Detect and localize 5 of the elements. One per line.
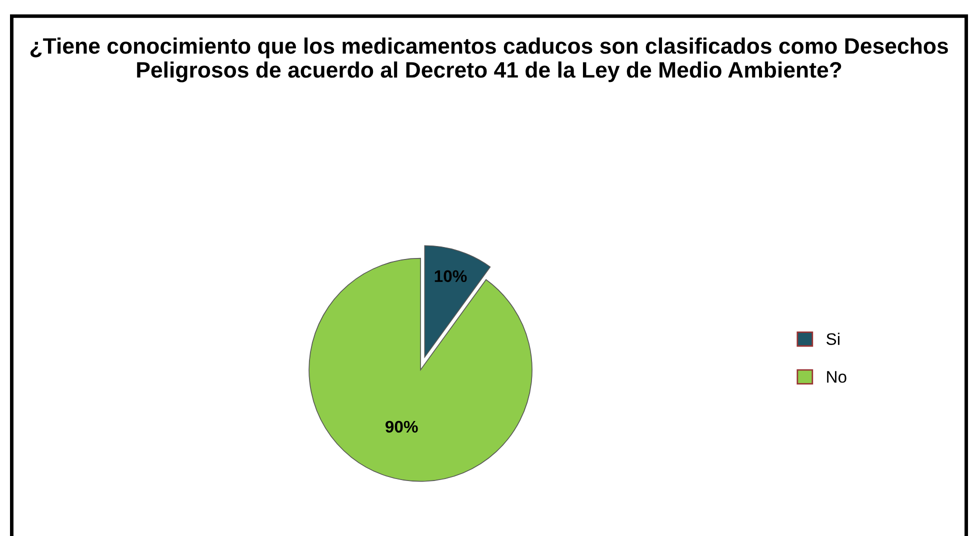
legend-label: Si — [826, 332, 840, 345]
chart-title: ¿Tiene conocimiento que los medicamentos caducos son clasificados como Desechos Peligrosos de acuerdo al Decreto 41 de la Ley de Medio Ambiente? — [30, 38, 948, 82]
data-label: 10% — [434, 270, 467, 282]
data-label: 90% — [385, 420, 418, 433]
legend-label: No — [827, 371, 846, 383]
